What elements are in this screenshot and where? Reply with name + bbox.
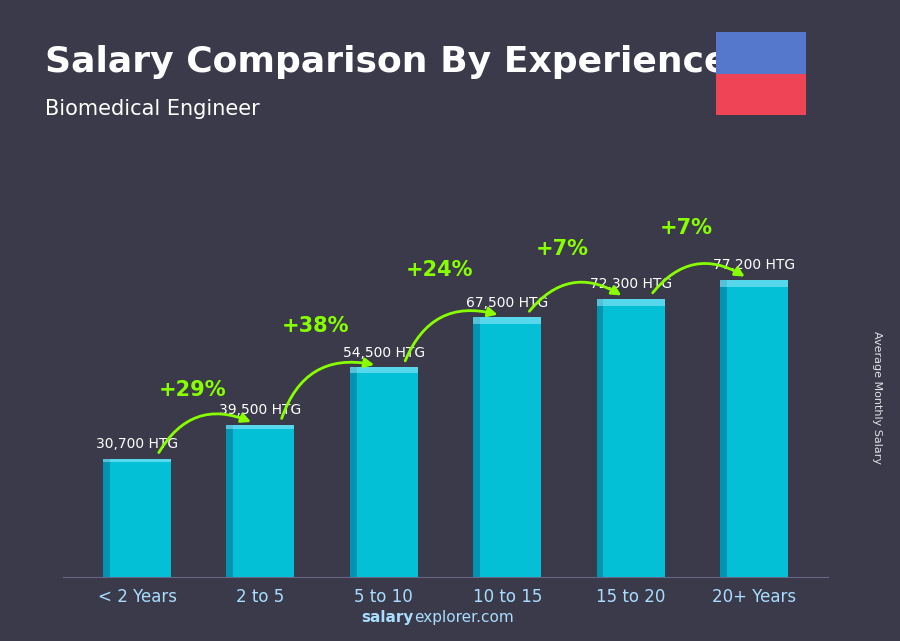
Text: Salary Comparison By Experience: Salary Comparison By Experience — [45, 45, 728, 79]
Bar — [227, 425, 233, 577]
Bar — [104, 459, 171, 577]
Bar — [227, 425, 294, 429]
Text: +7%: +7% — [660, 218, 713, 238]
Bar — [104, 459, 171, 462]
Bar — [720, 280, 727, 577]
Text: +29%: +29% — [158, 380, 227, 400]
Bar — [597, 299, 664, 306]
Text: Biomedical Engineer: Biomedical Engineer — [45, 99, 260, 119]
Text: Average Monthly Salary: Average Monthly Salary — [872, 331, 883, 464]
Bar — [720, 280, 788, 577]
Bar — [597, 299, 603, 577]
Bar — [350, 367, 418, 372]
Text: +38%: +38% — [283, 315, 350, 335]
Text: explorer.com: explorer.com — [414, 610, 514, 625]
Bar — [720, 280, 788, 287]
Text: 54,500 HTG: 54,500 HTG — [343, 345, 425, 360]
Text: +7%: +7% — [536, 239, 590, 259]
Bar — [350, 367, 418, 577]
Text: 39,500 HTG: 39,500 HTG — [220, 403, 302, 417]
Text: salary: salary — [362, 610, 414, 625]
Text: +24%: +24% — [406, 260, 473, 279]
Text: 67,500 HTG: 67,500 HTG — [466, 296, 548, 310]
Text: 72,300 HTG: 72,300 HTG — [590, 277, 671, 291]
Bar — [597, 299, 664, 577]
Bar — [104, 459, 110, 577]
Bar — [473, 317, 541, 324]
Bar — [473, 317, 541, 577]
Bar — [473, 317, 480, 577]
Text: 77,200 HTG: 77,200 HTG — [713, 258, 795, 272]
Text: 30,700 HTG: 30,700 HTG — [96, 437, 178, 451]
Bar — [350, 367, 356, 577]
Bar — [227, 425, 294, 577]
